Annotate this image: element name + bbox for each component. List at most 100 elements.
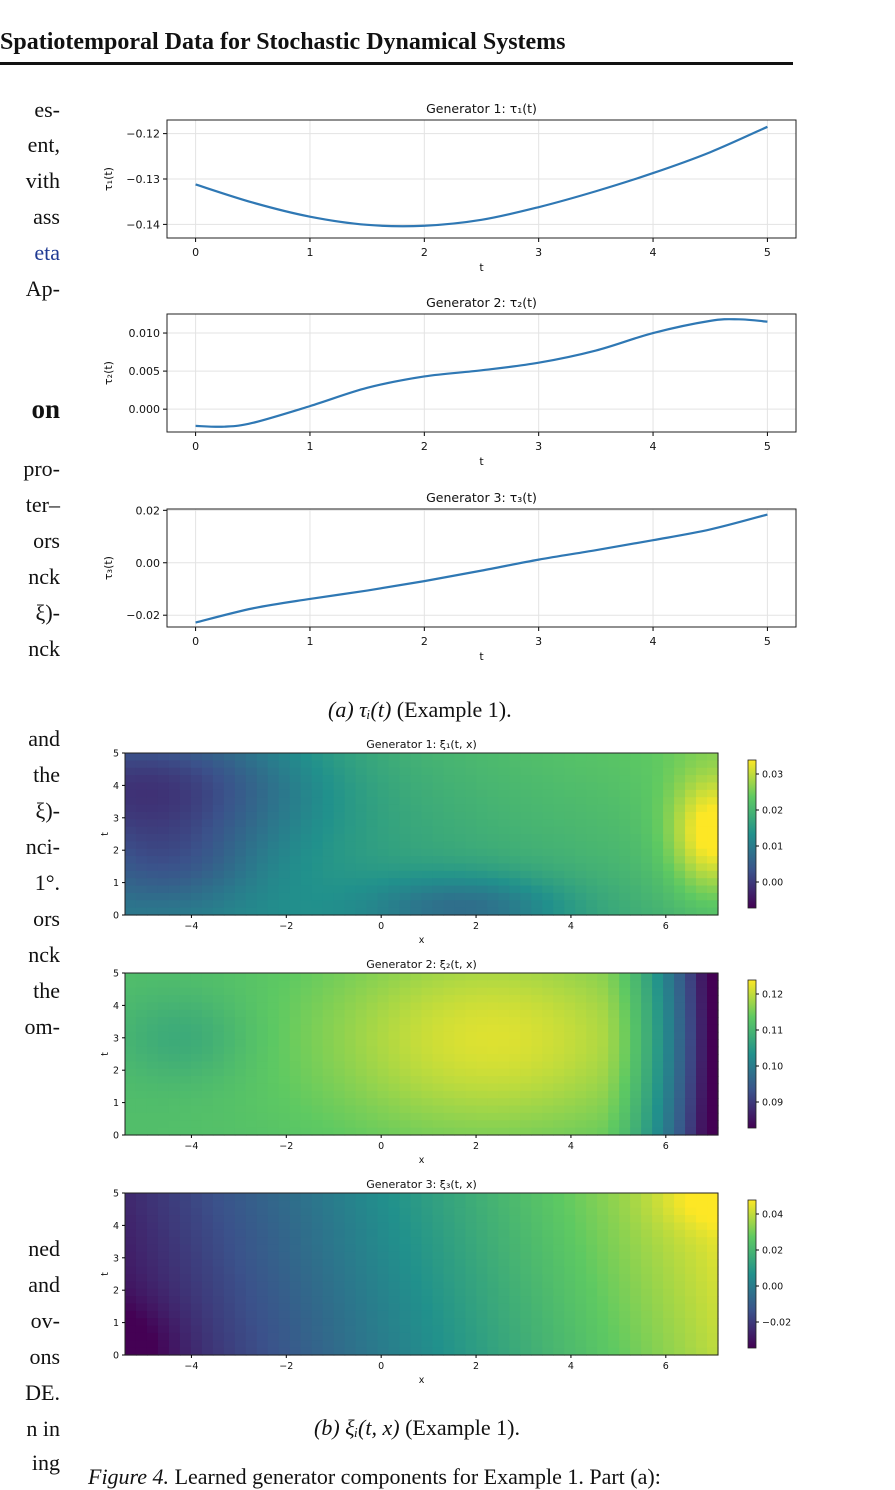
heatmap-cell bbox=[619, 804, 631, 813]
heatmap-cell bbox=[454, 1347, 467, 1356]
heatmap-cell bbox=[146, 1068, 159, 1077]
heatmap-cell bbox=[421, 1229, 434, 1238]
heatmap-cell bbox=[366, 900, 379, 909]
heatmap-cell bbox=[125, 1046, 137, 1055]
heatmap-cell bbox=[520, 1259, 532, 1268]
heatmap-cell bbox=[487, 1229, 499, 1238]
heatmap-cell bbox=[575, 811, 587, 820]
heatmap-cell bbox=[553, 892, 565, 901]
heatmap-cell bbox=[289, 1318, 302, 1327]
heatmap-cell bbox=[432, 767, 445, 776]
heatmap-cell bbox=[157, 1207, 170, 1216]
heatmap-cell bbox=[476, 885, 488, 894]
heatmap-cell bbox=[267, 1076, 280, 1085]
heatmap-cell bbox=[135, 1296, 148, 1305]
heatmap-cell bbox=[399, 1215, 412, 1224]
heatmap-cell bbox=[674, 775, 686, 784]
left-fragment: ned bbox=[28, 1236, 60, 1261]
heatmap-cell bbox=[520, 811, 532, 820]
heatmap-cell bbox=[125, 1017, 137, 1026]
heatmap-cell bbox=[487, 995, 499, 1004]
heatmap-cell bbox=[399, 834, 412, 842]
heatmap-cell bbox=[190, 775, 203, 784]
heatmap-cell bbox=[465, 1229, 478, 1238]
heatmap-cell bbox=[333, 848, 346, 857]
heatmap-cell bbox=[267, 1318, 280, 1327]
heatmap-cell bbox=[443, 1200, 456, 1209]
heatmap-cell bbox=[487, 856, 499, 865]
heatmap-cell bbox=[168, 826, 181, 835]
heatmap-cell bbox=[377, 1039, 390, 1048]
heatmap-cell bbox=[465, 1002, 478, 1011]
heatmap-cell bbox=[234, 1310, 247, 1319]
heatmap-cell bbox=[245, 1288, 258, 1297]
heatmap-cell bbox=[608, 1237, 620, 1246]
heatmap-cell bbox=[322, 753, 335, 761]
heatmap-cell bbox=[267, 1251, 280, 1260]
heatmap-cell bbox=[663, 1296, 675, 1305]
heatmap-cell bbox=[597, 892, 609, 901]
heatmap-cell bbox=[399, 804, 412, 813]
heatmap-cell bbox=[531, 819, 543, 828]
heatmap-cell bbox=[674, 1076, 686, 1085]
heatmap-cell bbox=[575, 1009, 587, 1018]
heatmap-cell bbox=[443, 1046, 456, 1055]
heatmap-cell bbox=[201, 1031, 214, 1040]
heatmap-cell bbox=[135, 1274, 148, 1282]
heatmap-cell bbox=[366, 980, 379, 989]
heatmap-cell bbox=[586, 1274, 598, 1282]
heatmap-cell bbox=[234, 987, 247, 996]
heatmap-cell bbox=[399, 811, 412, 820]
heatmap-cell bbox=[201, 1009, 214, 1018]
heatmap-cell bbox=[652, 1251, 664, 1260]
heatmap-cell bbox=[597, 1046, 609, 1055]
heatmap-cell bbox=[311, 1237, 324, 1246]
heatmap-cell bbox=[487, 819, 499, 828]
heatmap-cell bbox=[410, 1229, 423, 1238]
heatmap-cell bbox=[531, 1237, 543, 1246]
heatmap-cell bbox=[289, 995, 302, 1004]
heatmap-cell bbox=[399, 1083, 412, 1092]
heatmap-cell bbox=[454, 1259, 467, 1268]
heatmap-cell bbox=[487, 775, 499, 784]
heatmap-cell bbox=[652, 863, 664, 872]
heatmap-cell bbox=[553, 987, 565, 996]
heatmap-cell bbox=[531, 1340, 543, 1349]
heatmap-cell bbox=[278, 1251, 291, 1260]
heatmap-cell bbox=[432, 804, 445, 813]
heatmap-cell bbox=[432, 1215, 445, 1224]
heatmap-cell bbox=[652, 834, 664, 842]
heatmap-cell bbox=[476, 789, 488, 798]
heatmap-cell bbox=[146, 767, 159, 776]
heatmap-cell bbox=[432, 987, 445, 996]
heatmap-cell bbox=[542, 1061, 554, 1070]
heatmap-cell bbox=[652, 1207, 664, 1216]
heatmap-cell bbox=[432, 973, 445, 981]
heatmap-cell bbox=[443, 907, 456, 916]
heatmap-cell bbox=[432, 797, 445, 806]
heatmap-cell bbox=[652, 1068, 664, 1077]
heatmap-cell bbox=[674, 753, 686, 761]
heatmap-cell bbox=[509, 863, 521, 872]
heatmap-cell bbox=[663, 1120, 675, 1129]
heatmap-cell bbox=[597, 980, 609, 989]
heatmap-cell bbox=[575, 1193, 587, 1201]
heatmap-cell bbox=[586, 1193, 598, 1201]
heatmap-cell bbox=[355, 1017, 368, 1026]
heatmap-cell bbox=[465, 1009, 478, 1018]
heatmap-cell bbox=[190, 885, 203, 894]
heatmap-cell bbox=[212, 870, 225, 879]
heatmap-cell bbox=[179, 1244, 192, 1253]
left-fragment-link[interactable]: eta bbox=[34, 240, 60, 265]
heatmap-cell bbox=[597, 1061, 609, 1070]
heatmap-cell bbox=[476, 995, 488, 1004]
heatmap-cell bbox=[135, 1127, 148, 1136]
heatmap-cell bbox=[586, 907, 598, 916]
heatmap-cell bbox=[597, 811, 609, 820]
heatmap-cell bbox=[542, 1303, 554, 1312]
heatmap-cell bbox=[531, 1054, 543, 1062]
heatmap-cell bbox=[179, 973, 192, 981]
heatmap-cell bbox=[125, 1237, 137, 1246]
heatmap-cell bbox=[608, 811, 620, 820]
